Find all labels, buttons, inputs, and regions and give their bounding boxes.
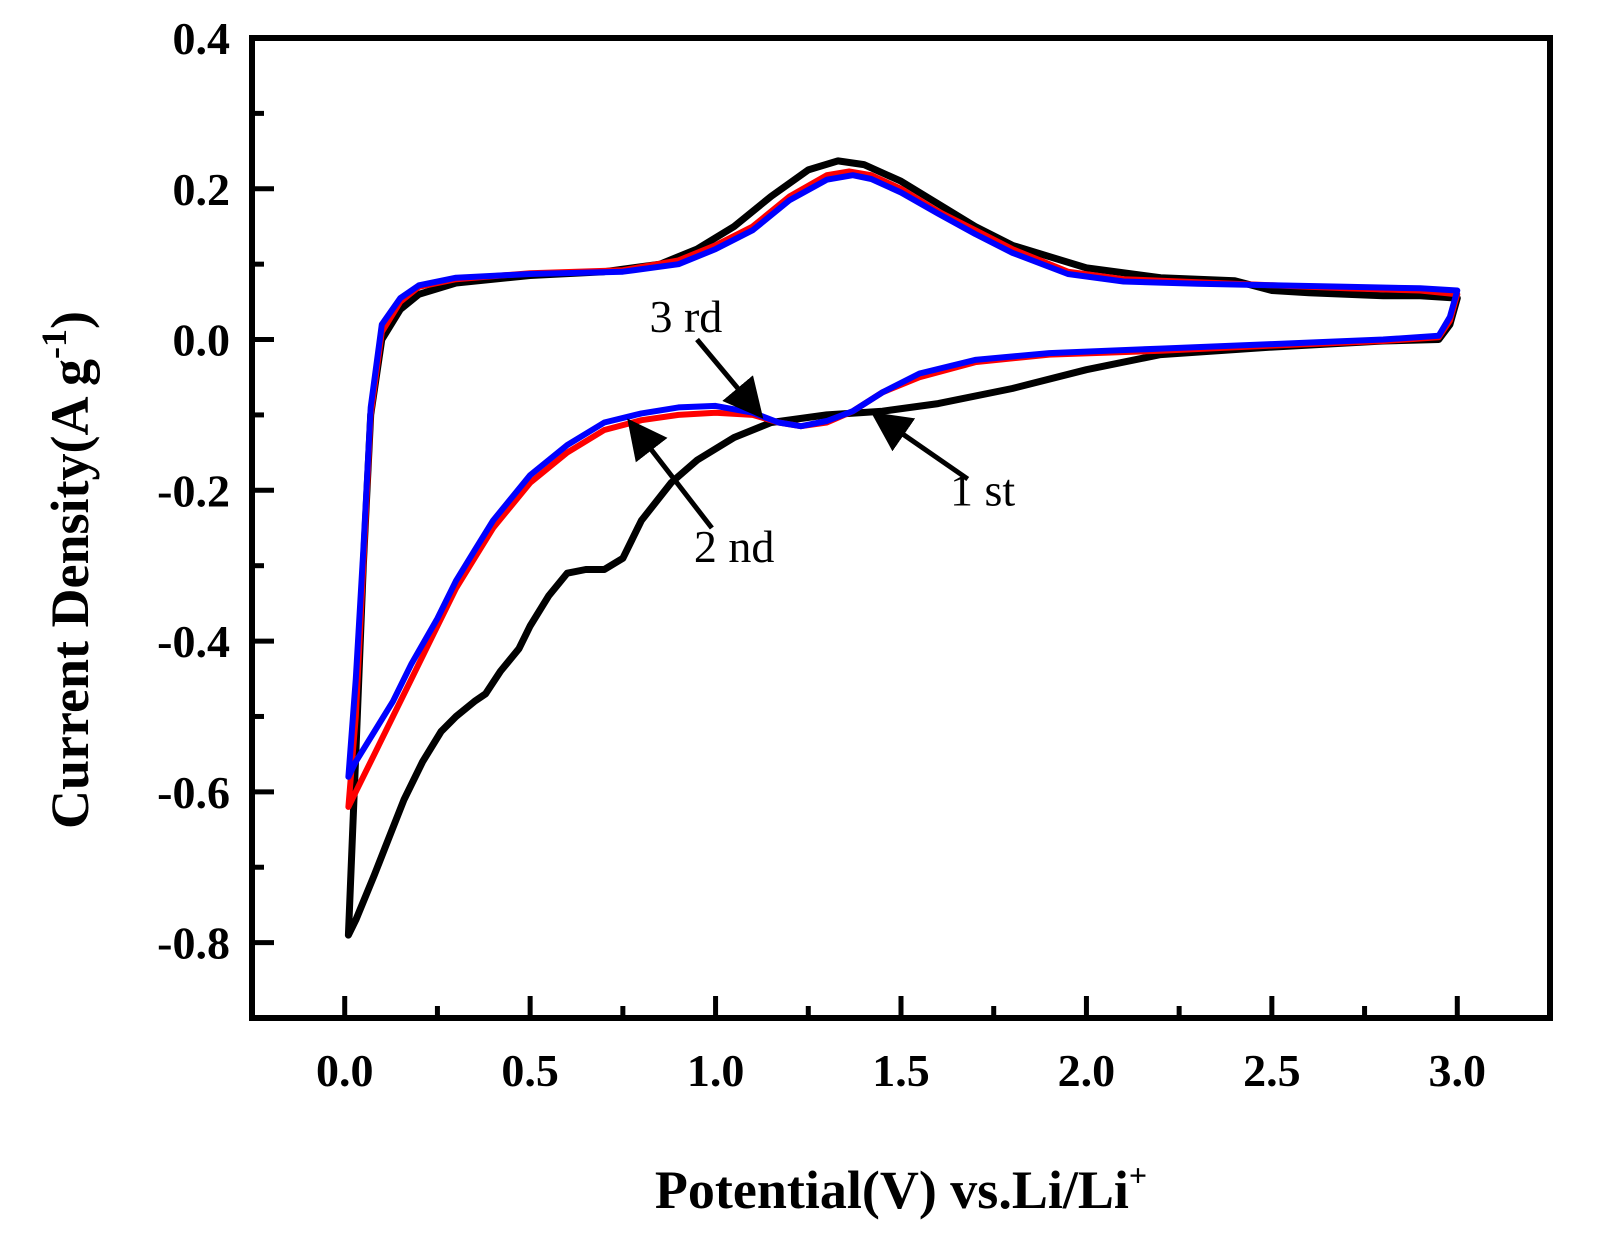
axis-ticks [252,35,1460,1018]
x-tick-label: 1.0 [687,1045,745,1096]
y-tick-label: -0.2 [157,465,230,516]
x-tick-label: 2.5 [1243,1045,1301,1096]
annotation-arrow [627,418,714,530]
x-axis-title-sup: + [1129,1157,1147,1193]
series-line-3 [345,172,1461,780]
y-tick-label: -0.8 [157,918,230,969]
y-tick-label: 0.0 [173,315,231,366]
y-axis-title-close: ) [40,311,100,329]
x-tick-label: 3.0 [1429,1045,1487,1096]
x-tick-label: 0.5 [501,1045,559,1096]
x-tick-label: 1.5 [872,1045,930,1096]
annotation-label: 3 rd [649,291,722,342]
x-axis-title-main: Potential(V) vs.Li/Li [655,1160,1129,1220]
data-series [344,157,1461,939]
axis-tick-labels: 0.0 0.5 1.0 1.5 2.0 2.5 3.0 -0.8 -0.6 -0.4 -0.2 0.0… [157,13,1486,1096]
annotation-label: 2 nd [694,521,775,572]
annotation-arrow [870,412,970,482]
y-tick-label: 0.2 [173,164,231,215]
y-tick-label: -0.4 [157,616,230,667]
y-tick-label: 0.4 [173,13,231,64]
annotation-label: 1 st [950,464,1015,515]
y-axis-title-sup: -1 [34,329,74,359]
y-axis-title: Current Density(A g-1) [34,311,100,829]
x-axis-title: Potential(V) vs.Li/Li+ [655,1157,1147,1220]
x-tick-label: 2.0 [1058,1045,1116,1096]
y-axis-title-main: Current Density(A g [40,359,100,829]
x-tick-label: 0.0 [316,1045,374,1096]
annotation-arrow [695,337,764,419]
series-line-2 [345,168,1461,810]
y-tick-label: -0.6 [157,767,230,818]
annotations: 3 rd 2 nd 1 st [627,291,1015,572]
